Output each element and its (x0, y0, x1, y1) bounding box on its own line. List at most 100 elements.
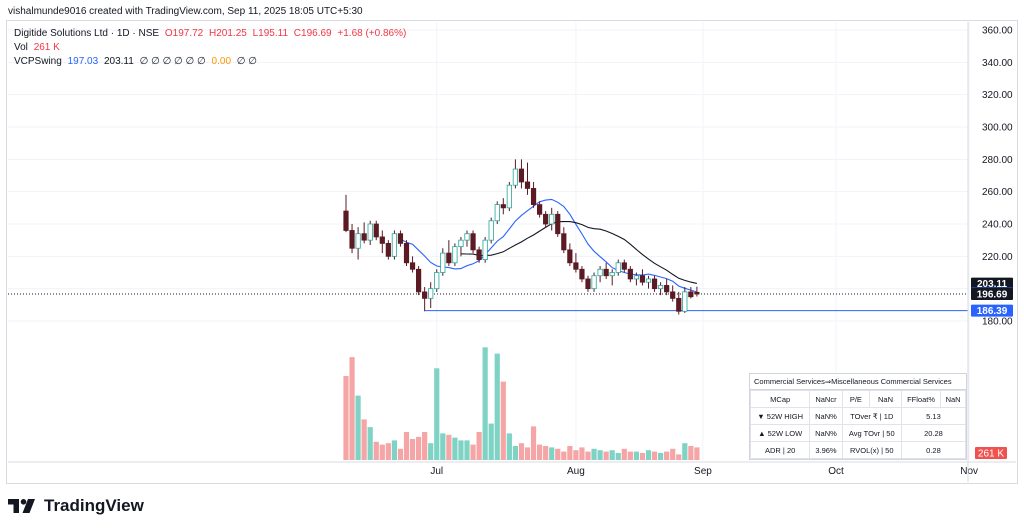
volume-bar (409, 439, 416, 460)
candle-body (555, 213, 561, 235)
candle-body (664, 285, 670, 293)
y-tick-label: 360.00 (982, 26, 1013, 37)
volume-bar (391, 440, 397, 460)
volume-bar (694, 447, 700, 460)
info-cell: ▲ 52W LOW (749, 424, 811, 442)
info-cell: NaN% (809, 424, 843, 442)
info-cell: NaNcr (809, 390, 843, 408)
legend-low: L195.11 (252, 28, 289, 39)
info-table: MCap NaNcr P/E NaN FFloat% NaN ▼ 52W HIG… (749, 390, 967, 459)
volume-bar (464, 440, 470, 460)
info-cell: FFloat% (900, 390, 942, 408)
volume-bar (506, 433, 512, 460)
candle-body (615, 262, 621, 273)
legend-ind-v3: 0.00 (211, 56, 232, 67)
x-tick-label: Jul (430, 466, 443, 477)
level-lines (8, 293, 968, 312)
volume-bar (524, 447, 531, 460)
volume-bar (567, 446, 573, 460)
info-cell: P/E (841, 390, 871, 408)
y-tick-label: 260.00 (982, 187, 1013, 198)
candle-body (530, 188, 537, 206)
legend-ind-label[interactable]: VCPSwing (14, 56, 62, 67)
tradingview-logo-text: TradingView (44, 496, 144, 515)
ma-fast-line (400, 198, 698, 293)
candle-body (518, 168, 525, 183)
volume-bar (664, 451, 670, 460)
volume-bar (573, 450, 579, 460)
legend-vol-label[interactable]: Vol (14, 42, 28, 53)
tradingview-logo[interactable]: TradingView (8, 496, 144, 516)
volume-bar (343, 376, 349, 460)
chart-caption: vishalmunde9016 created with TradingView… (8, 6, 363, 17)
volume-bars (343, 347, 700, 460)
volume-label-text: 261 K (978, 449, 1004, 460)
volume-bar (403, 432, 410, 460)
candle-body (500, 204, 506, 209)
candle-body (603, 268, 609, 277)
y-tick-label: 300.00 (982, 123, 1013, 134)
volume-bar (518, 443, 525, 460)
volume-bar (615, 453, 621, 460)
legend-symbol[interactable]: Digitide Solutions Ltd · 1D · NSE (14, 28, 160, 39)
volume-bar (482, 347, 488, 460)
info-row-adr: ADR | 20 3.96% RVOL(x) | 50 0.28 (749, 441, 967, 459)
info-box-title: Commercial Services⇒Miscellaneous Commer… (750, 374, 966, 390)
candle-body (385, 242, 391, 257)
y-tick-label: 280.00 (982, 155, 1013, 166)
candle-body (597, 268, 603, 277)
candle-body (373, 223, 379, 238)
legend-change: +1.68 (+0.86%) (337, 28, 407, 39)
volume-bar (355, 395, 361, 460)
volume-bar (488, 423, 494, 460)
volume-bar (476, 432, 482, 460)
candle-body (591, 275, 597, 290)
candle-body (391, 233, 398, 257)
legend-ind-v1: 197.03 (67, 56, 99, 67)
candle-body (452, 246, 458, 264)
candle-body (627, 268, 633, 280)
candle-body (688, 291, 694, 298)
candle-body (506, 184, 512, 209)
volume-bar (494, 353, 500, 460)
volume-bar (591, 448, 597, 460)
volume-bar (549, 447, 555, 460)
candle-body (397, 233, 404, 244)
volume-bar (676, 454, 682, 460)
legend-volume-row: Vol 261 K (14, 42, 63, 53)
legend-symbol-row: Digitide Solutions Ltd · 1D · NSE O197.7… (14, 28, 409, 39)
y-tick-label: 220.00 (982, 252, 1013, 263)
candle-body (428, 288, 434, 299)
volume-bar (561, 451, 567, 460)
info-cell: 20.28 (900, 424, 967, 442)
y-tick-label: 320.00 (982, 90, 1013, 101)
legend-high: H201.25 (209, 28, 247, 39)
info-cell: NaN% (809, 407, 843, 425)
candle-body (361, 233, 367, 241)
volume-bar (416, 436, 422, 460)
candles (343, 159, 700, 315)
legend-indicator-row: VCPSwing 197.03 203.11 ∅ ∅ ∅ ∅ ∅ ∅ 0.00 … (14, 56, 260, 67)
volume-bar (579, 447, 585, 460)
candle-body (494, 204, 500, 222)
legend-open: O197.72 (164, 28, 204, 39)
volume-bar (658, 453, 664, 460)
volume-bar (555, 448, 561, 460)
candle-body (379, 236, 385, 244)
info-row-52w-high: ▼ 52W HIGH NaN% TOver ₹ | 1D 5.13 (749, 407, 967, 425)
price-label-text: 203.11 (977, 279, 1007, 290)
candle-body (367, 223, 373, 241)
volume-bar (434, 368, 440, 460)
legend-vol-value: 261 K (33, 42, 60, 53)
candle-body (658, 285, 664, 290)
x-tick-label: Sep (694, 466, 712, 477)
volume-bar (397, 448, 404, 460)
candle-body (470, 233, 476, 251)
volume-bar (651, 451, 658, 460)
candle-body (651, 278, 658, 290)
volume-bar (627, 451, 633, 460)
x-tick-label: Oct (828, 466, 844, 477)
candle-body (549, 213, 555, 225)
